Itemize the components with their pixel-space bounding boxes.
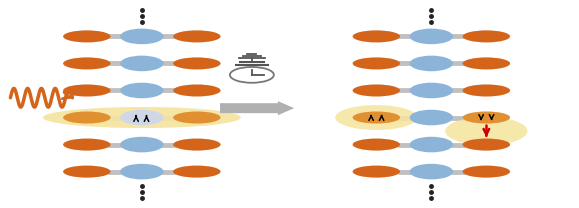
- Ellipse shape: [120, 56, 163, 71]
- Ellipse shape: [409, 110, 453, 125]
- Ellipse shape: [353, 57, 400, 69]
- FancyArrow shape: [220, 101, 294, 115]
- Ellipse shape: [409, 137, 453, 152]
- Ellipse shape: [120, 110, 163, 125]
- Ellipse shape: [335, 105, 417, 130]
- Ellipse shape: [120, 83, 163, 98]
- Ellipse shape: [63, 111, 111, 124]
- Ellipse shape: [63, 30, 111, 42]
- Ellipse shape: [409, 28, 453, 44]
- Ellipse shape: [353, 139, 400, 151]
- Ellipse shape: [63, 84, 111, 97]
- Circle shape: [230, 67, 274, 83]
- Ellipse shape: [463, 84, 510, 97]
- Ellipse shape: [463, 166, 510, 178]
- Ellipse shape: [173, 30, 221, 42]
- Ellipse shape: [63, 57, 111, 69]
- Ellipse shape: [445, 117, 527, 145]
- Ellipse shape: [353, 111, 400, 124]
- Ellipse shape: [463, 111, 510, 124]
- Ellipse shape: [63, 139, 111, 151]
- Ellipse shape: [173, 111, 221, 124]
- Ellipse shape: [43, 107, 241, 128]
- Ellipse shape: [409, 164, 453, 179]
- Ellipse shape: [120, 164, 163, 179]
- Ellipse shape: [173, 84, 221, 97]
- Ellipse shape: [353, 30, 400, 42]
- Ellipse shape: [173, 139, 221, 151]
- Ellipse shape: [173, 57, 221, 69]
- Ellipse shape: [463, 139, 510, 151]
- Ellipse shape: [353, 166, 400, 178]
- Ellipse shape: [409, 56, 453, 71]
- Ellipse shape: [120, 28, 163, 44]
- Ellipse shape: [63, 166, 111, 178]
- Ellipse shape: [463, 30, 510, 42]
- Ellipse shape: [120, 137, 163, 152]
- Ellipse shape: [353, 84, 400, 97]
- Ellipse shape: [173, 166, 221, 178]
- Ellipse shape: [463, 57, 510, 69]
- Ellipse shape: [409, 83, 453, 98]
